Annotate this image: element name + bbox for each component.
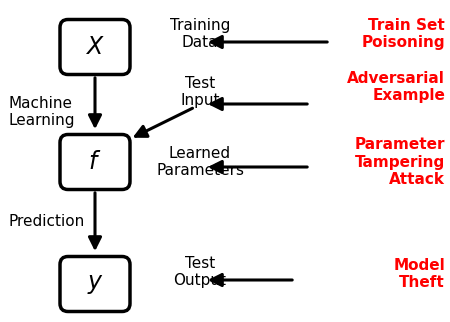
Text: Test
Input: Test Input bbox=[180, 76, 220, 108]
Text: Parameter
Tampering
Attack: Parameter Tampering Attack bbox=[355, 137, 445, 187]
Text: Model
Theft: Model Theft bbox=[393, 258, 445, 290]
Text: Train Set
Poisoning: Train Set Poisoning bbox=[361, 18, 445, 50]
Text: Machine
Learning: Machine Learning bbox=[8, 96, 75, 128]
FancyBboxPatch shape bbox=[60, 257, 130, 311]
Text: Test
Output: Test Output bbox=[174, 256, 226, 288]
FancyBboxPatch shape bbox=[60, 135, 130, 190]
FancyBboxPatch shape bbox=[60, 20, 130, 74]
Text: Prediction: Prediction bbox=[8, 214, 84, 230]
Text: $y$: $y$ bbox=[86, 272, 104, 296]
Text: Adversarial
Example: Adversarial Example bbox=[347, 71, 445, 103]
Text: $f$: $f$ bbox=[88, 150, 102, 174]
Text: Learned
Parameters: Learned Parameters bbox=[156, 146, 244, 178]
Text: $X$: $X$ bbox=[85, 35, 105, 59]
Text: Training
Data: Training Data bbox=[170, 18, 230, 50]
